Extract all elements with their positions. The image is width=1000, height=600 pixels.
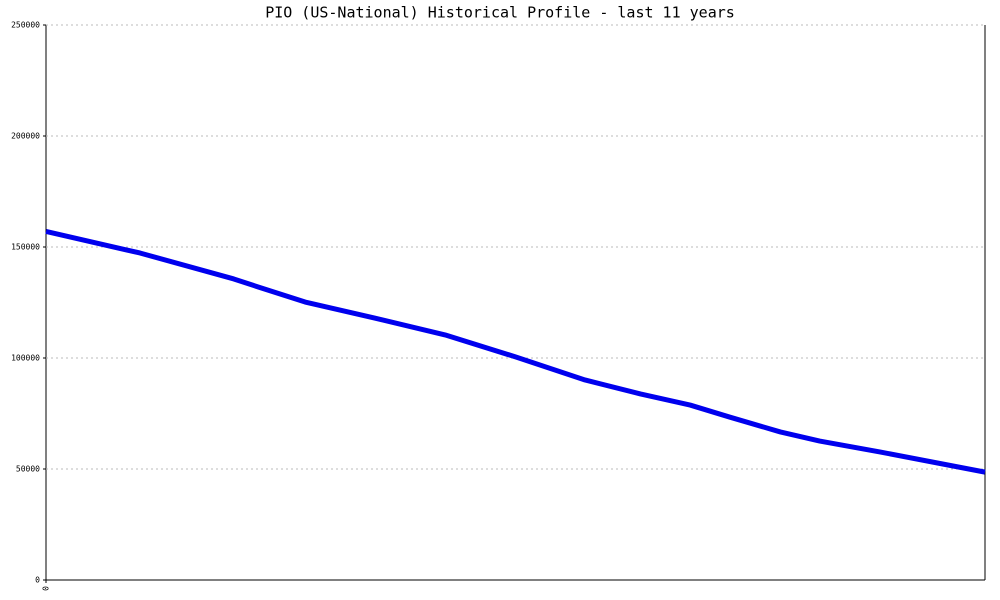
x-tick-label: 0 (42, 586, 51, 591)
y-tick-label: 150000 (11, 243, 40, 252)
y-tick-label: 200000 (11, 132, 40, 141)
y-tick-label: 100000 (11, 354, 40, 363)
y-tick-label: 50000 (16, 465, 40, 474)
y-tick-label: 0 (35, 576, 40, 585)
data-line (45, 229, 986, 475)
y-tick-label: 250000 (11, 21, 40, 30)
chart-title: PIO (US-National) Historical Profile - l… (265, 4, 735, 22)
